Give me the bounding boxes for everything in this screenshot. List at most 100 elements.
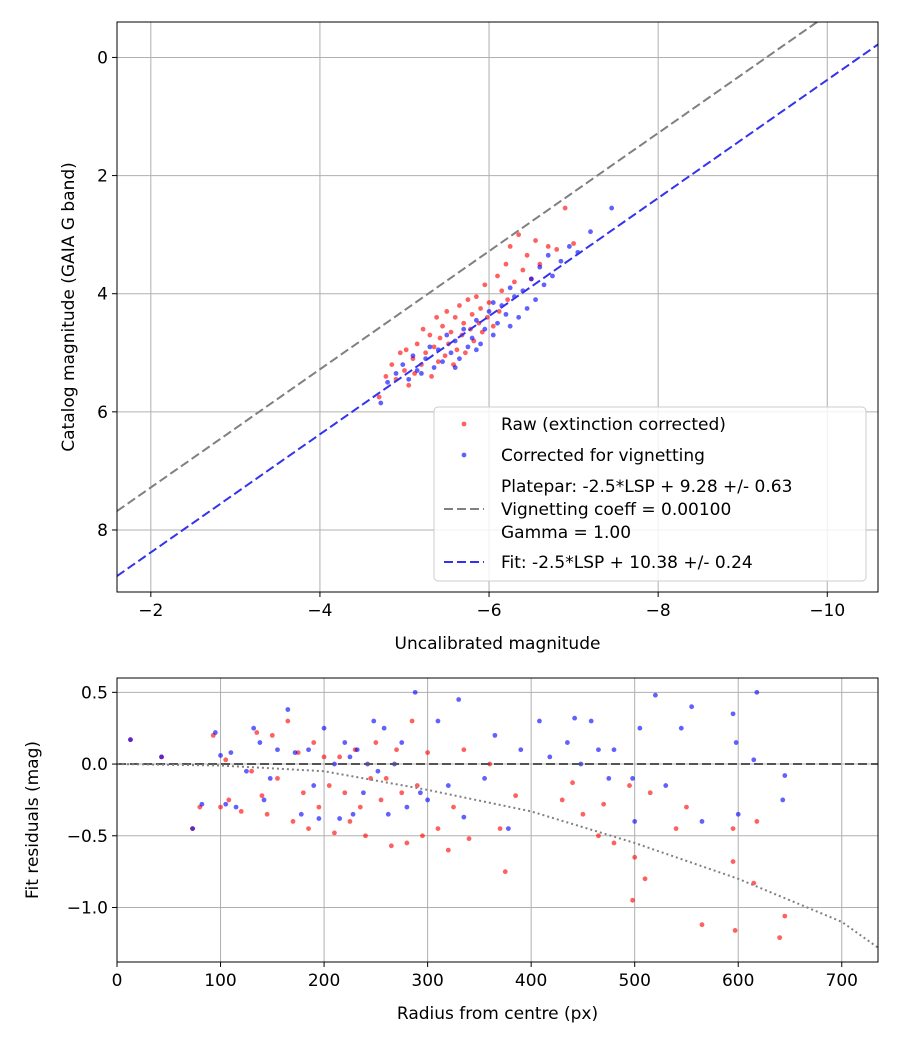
bottom-data-point [381,725,387,731]
bottom-data-point [311,740,317,745]
bottom-data-point [354,747,360,753]
bottom-data-point [678,725,684,731]
top-data-point [462,350,468,356]
top-data-point [482,326,488,332]
top-data-point [566,244,572,249]
top-data-point [496,309,502,314]
bottom-data-point [332,830,337,836]
top-data-point [490,332,496,338]
bottom-data-point [735,811,741,817]
bottom-data-point [505,826,511,832]
bottom-data-point [226,797,232,803]
top-data-point [429,374,434,379]
bottom-data-point [409,718,415,724]
bottom-y-tick-label: −1.0 [67,898,108,918]
bottom-data-point [199,801,205,807]
top-data-point [440,359,445,365]
top-data-point [448,329,454,335]
bottom-data-point [190,826,195,832]
bottom-data-point [388,843,394,849]
bottom-data-point [547,754,553,760]
bottom-data-point [425,797,431,803]
top-x-tick-label: −8 [646,601,671,621]
bottom-data-point [730,826,736,832]
top-data-point [437,335,443,341]
bottom-data-point [342,740,348,745]
top-axes-frame [116,21,879,593]
bottom-data-point [337,816,343,821]
top-data-point [406,376,412,382]
top-data-point [478,306,483,311]
top-data-point [524,306,530,311]
top-data-point [397,350,403,356]
top-data-point [503,261,509,267]
bottom-data-point [652,692,658,698]
bottom-data-point [580,811,586,817]
top-data-point [533,297,538,303]
top-data-point [383,374,389,379]
top-y-tick-label: 0 [97,48,108,68]
top-data-point [431,344,437,350]
bottom-data-point [435,718,441,724]
top-data-point [588,229,593,235]
bottom-data-point [316,804,322,810]
bottom-data-point [537,718,542,724]
bottom-data-point [383,776,389,781]
bottom-data-point [238,808,244,814]
bottom-data-point [394,747,399,753]
top-data-point [545,252,551,258]
bottom-data-point [306,747,311,753]
bottom-data-point [128,737,133,743]
bottom-data-point [404,840,410,846]
top-y-tick-label: 4 [97,285,108,305]
top-data-point [554,247,560,252]
bottom-data-point [414,783,420,788]
bottom-data-point [311,783,317,788]
bottom-data-point [290,819,296,824]
bottom-data-point [730,711,736,717]
bottom-data-point [435,826,441,832]
bottom-data-point [298,811,304,817]
top-data-point [440,323,445,329]
top-data-point [490,323,496,329]
bottom-data-point [404,804,410,810]
bottom-data-point [269,732,275,738]
top-data-point [545,244,551,249]
top-data-point [414,368,420,373]
legend-label: Corrected for vignetting [501,446,705,466]
bottom-data-point [518,747,524,753]
bottom-plot-area [117,689,878,949]
legend-label: Gamma = 1.00 [501,523,631,543]
legend-label: Platepar: -2.5*LSP + 9.28 +/- 0.63 [501,477,792,497]
bottom-data-point [754,819,760,824]
bottom-data-point [684,804,689,810]
top-data-point [507,244,513,249]
bottom-data-point [285,707,291,712]
bottom-data-point [588,718,594,724]
bottom-y-tick-label: −0.5 [67,827,108,847]
bottom-data-point [342,790,348,796]
bottom-data-point [596,833,601,839]
bottom-data-point [261,797,267,803]
top-data-point [389,362,395,367]
bottom-data-point [606,776,612,781]
legend-marker [461,421,467,427]
bottom-data-point [699,922,705,928]
bottom-data-point [601,801,607,807]
bottom-data-point [375,768,381,774]
top-data-point [378,400,384,406]
bottom-data-point [445,783,451,788]
bottom-data-point [730,859,736,864]
bottom-data-point [632,819,638,824]
top-x-tick-label: −6 [477,601,502,621]
bottom-data-point [337,754,343,760]
top-data-point [406,382,412,388]
bottom-y-tick-label: 0.5 [81,683,108,703]
top-x-tick-label: −4 [307,601,332,621]
top-data-point [452,365,458,370]
bottom-data-point [420,833,425,839]
bottom-data-point [417,790,423,796]
bottom-data-point [361,790,366,796]
bottom-data-point [357,804,363,810]
